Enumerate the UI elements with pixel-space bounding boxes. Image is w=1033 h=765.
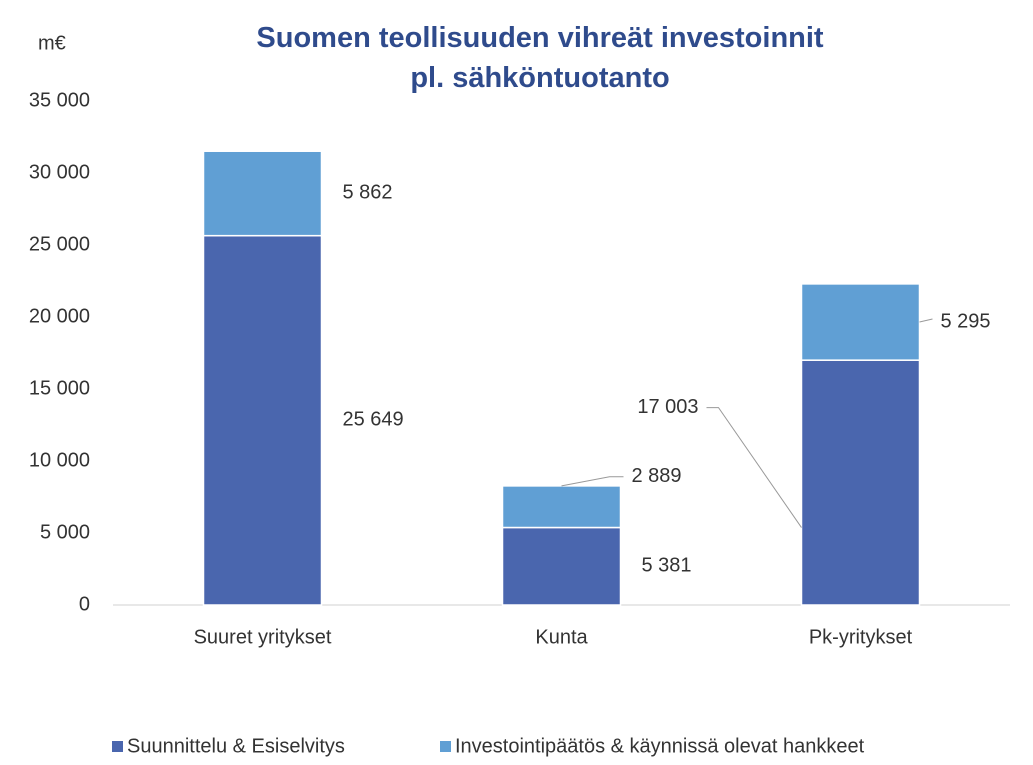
data-label: 2 889: [632, 465, 682, 487]
y-tick-label: 5 000: [40, 521, 90, 543]
bar-segment: [202, 234, 323, 606]
bar-segment: [800, 359, 921, 606]
y-tick-label: 30 000: [29, 161, 90, 183]
data-label: 25 649: [343, 409, 404, 431]
y-tick-label: 0: [79, 593, 90, 615]
bar-segment: [501, 526, 622, 606]
y-tick-label: 10 000: [29, 449, 90, 471]
data-label: 5 862: [343, 182, 393, 204]
bar-segment: [800, 283, 921, 361]
y-tick-label: 25 000: [29, 233, 90, 255]
leader-line: [561, 476, 624, 487]
data-label: 17 003: [637, 396, 698, 418]
y-axis-label: m€: [38, 32, 66, 54]
legend-swatch: [112, 741, 123, 752]
y-tick-label: 20 000: [29, 305, 90, 327]
x-tick-label: Suuret yritykset: [194, 626, 332, 648]
bar-segment: [202, 150, 323, 237]
leader-line: [706, 407, 802, 528]
chart-title: Suomen teollisuuden vihreät investoinnit…: [256, 22, 824, 94]
legend-swatch: [440, 741, 451, 752]
y-tick-label: 15 000: [29, 377, 90, 399]
legend-label: Suunnittelu & Esiselvitys: [127, 735, 345, 757]
data-label: 5 381: [642, 555, 692, 577]
x-tick-label: Kunta: [535, 626, 588, 648]
bar-segment: [501, 485, 622, 529]
leader-line: [919, 318, 933, 323]
y-tick-label: 35 000: [29, 89, 90, 111]
data-label: 5 295: [941, 310, 991, 332]
x-tick-label: Pk-yritykset: [809, 626, 913, 648]
legend-label: Investointipäätös & käynnissä olevat han…: [455, 735, 865, 757]
